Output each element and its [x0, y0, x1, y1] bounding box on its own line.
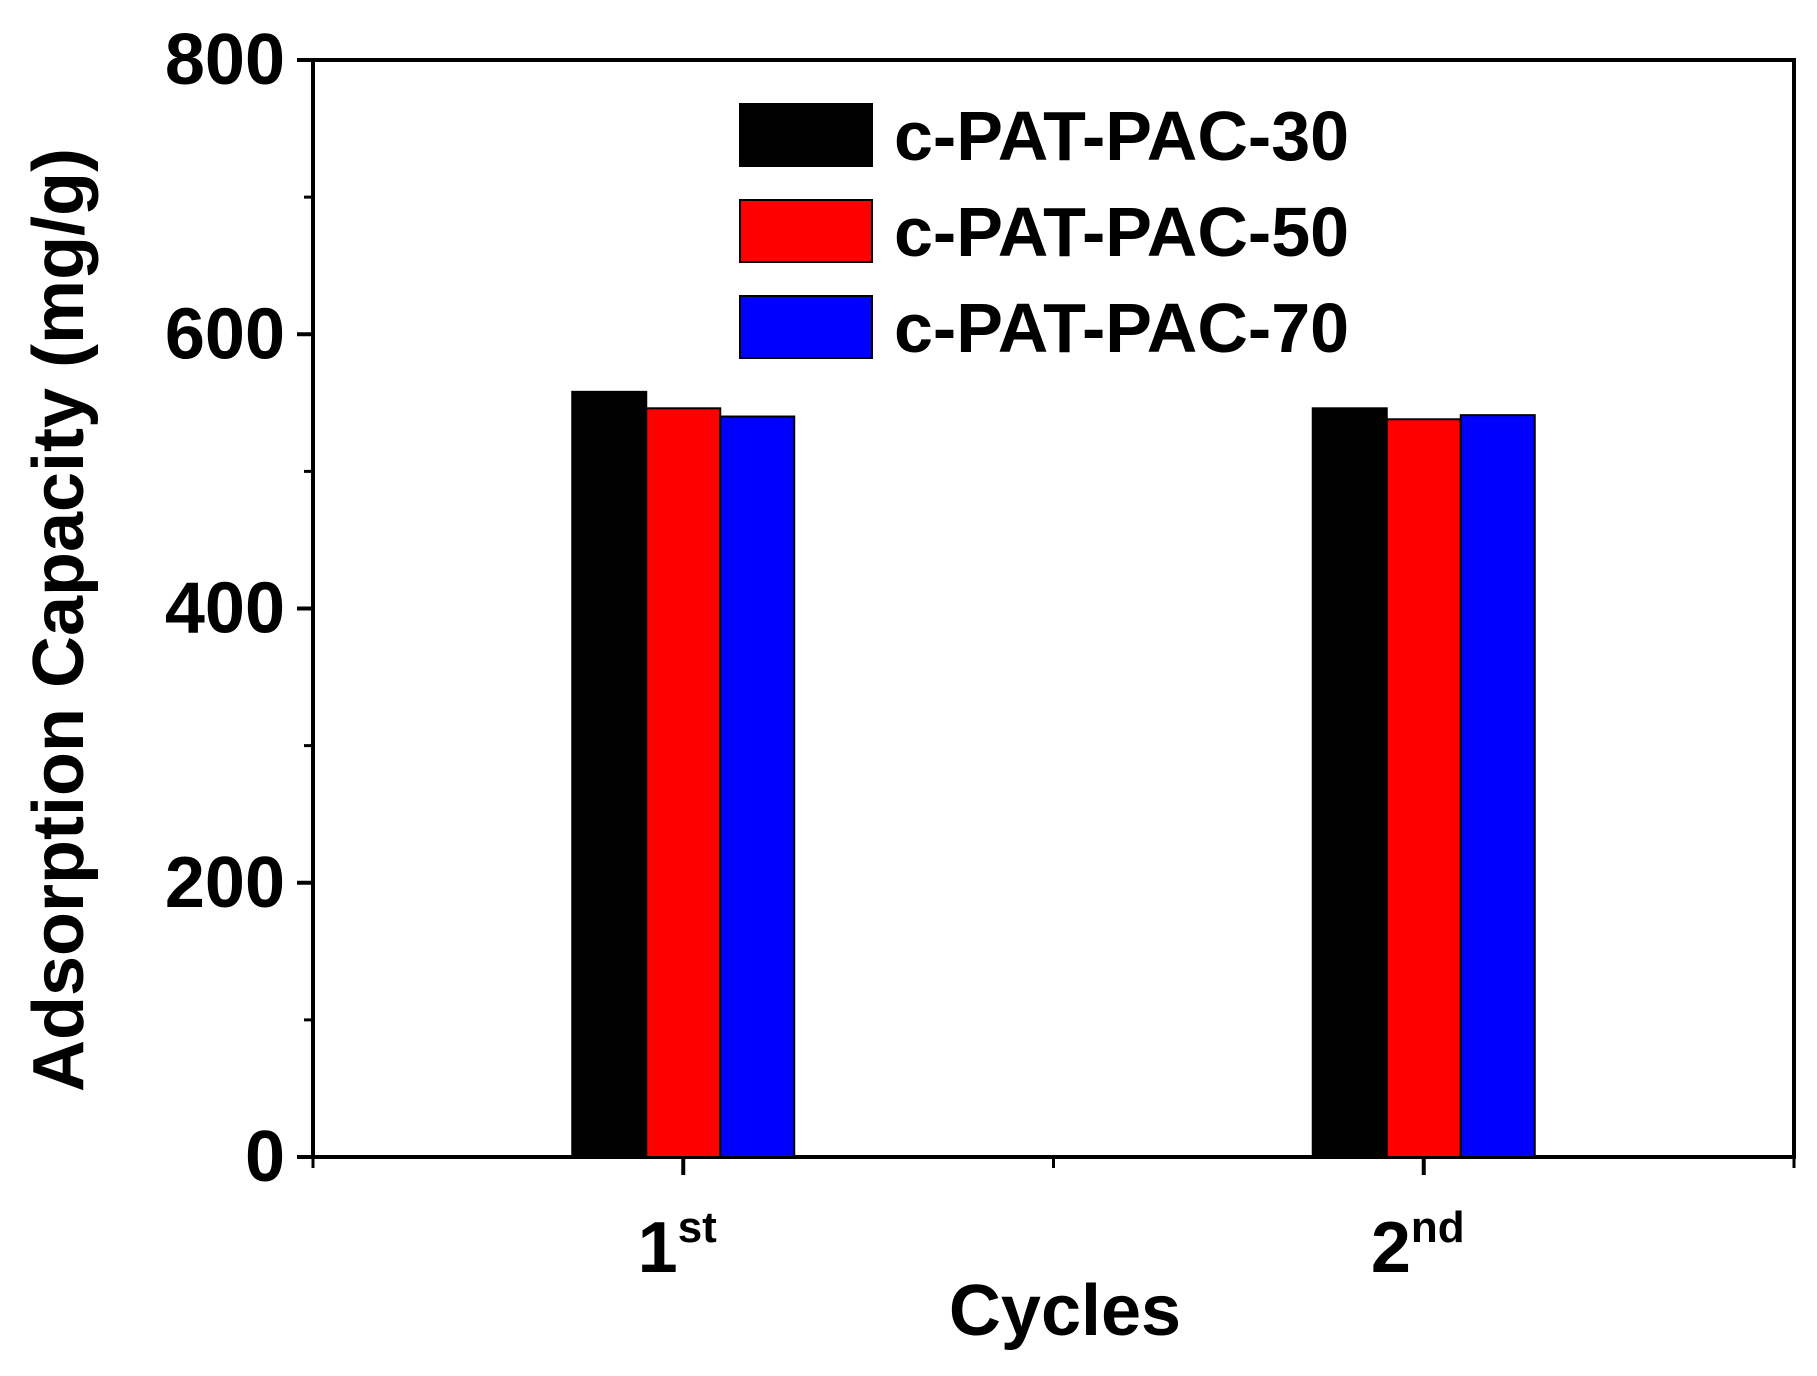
y-tick-label: 0: [245, 1117, 285, 1197]
x-tick-label: 1st: [638, 1203, 718, 1288]
x-axis-label: Cycles: [949, 1271, 1181, 1351]
bar: [1459, 414, 1536, 1158]
y-tick-label: 800: [165, 20, 285, 100]
bar: [645, 407, 722, 1158]
bar: [1311, 407, 1388, 1158]
legend: c-PAT-PAC-30 c-PAT-PAC-50 c-PAT-PAC-70: [739, 97, 1349, 367]
axis-ticks: 0 200 400 600 800 1st 2nd: [165, 20, 1796, 1288]
legend-label: c-PAT-PAC-50: [894, 193, 1349, 271]
bar: [1385, 418, 1462, 1158]
bars: [571, 390, 1536, 1158]
legend-swatch: [739, 295, 873, 359]
y-tick-label: 400: [165, 569, 285, 649]
legend-swatch: [739, 103, 873, 167]
y-axis-label: Adsorption Capacity (mg/g): [19, 148, 99, 1092]
legend-swatch: [739, 199, 873, 263]
bar: [571, 390, 648, 1158]
bar: [719, 415, 796, 1158]
legend-label: c-PAT-PAC-70: [894, 289, 1349, 367]
legend-label: c-PAT-PAC-30: [894, 97, 1349, 175]
y-tick-label: 600: [165, 294, 285, 374]
y-tick-label: 200: [165, 843, 285, 923]
x-tick-label: 2nd: [1371, 1203, 1465, 1288]
